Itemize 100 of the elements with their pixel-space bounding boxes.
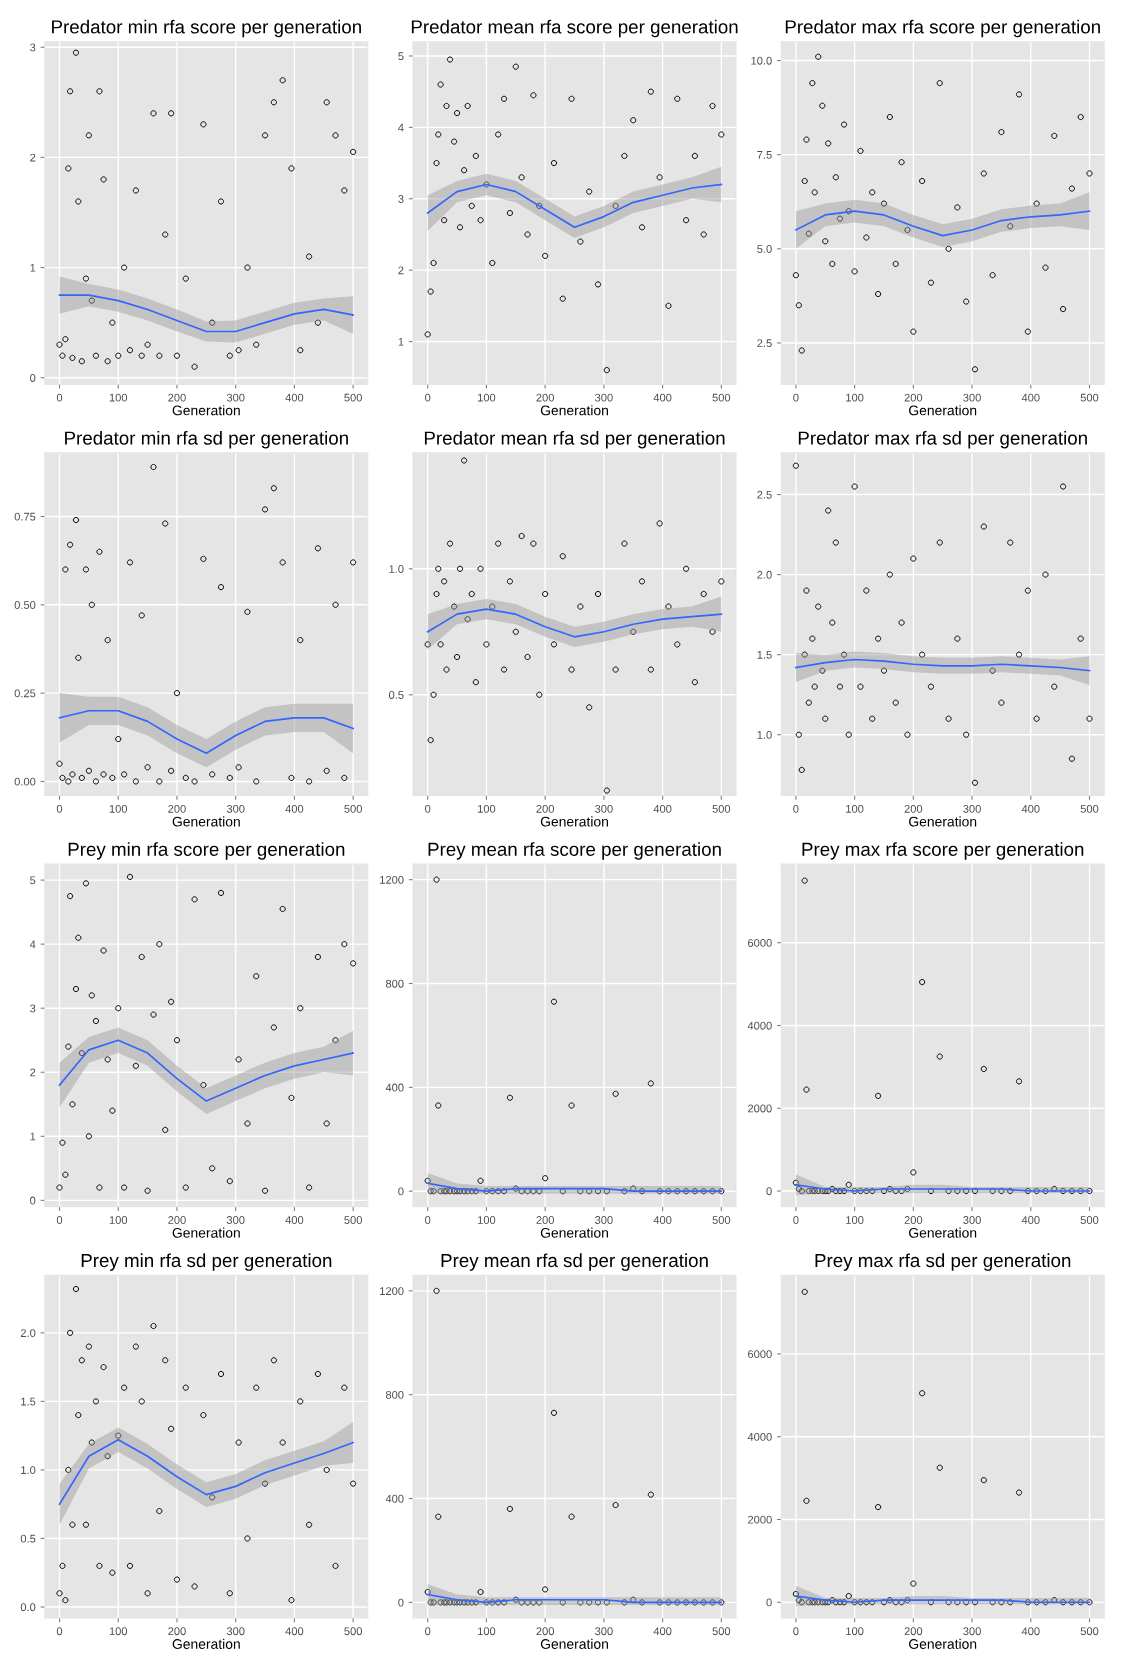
x-axis-title: Generation bbox=[909, 816, 977, 827]
y-tick-label: 3 bbox=[30, 1004, 36, 1013]
x-tick-label: 200 bbox=[168, 1627, 186, 1636]
y-tick-label: 0 bbox=[766, 1187, 772, 1196]
x-axis-title: Generation bbox=[540, 405, 608, 416]
y-tick-label: 800 bbox=[385, 1390, 404, 1399]
y-tick-label: 0 bbox=[30, 1196, 36, 1205]
y-tick-label: 0.50 bbox=[14, 601, 36, 609]
x-tick-label: 200 bbox=[904, 1627, 923, 1636]
y-tick-label: 0 bbox=[30, 374, 36, 382]
y-tick-label: 0 bbox=[766, 1598, 772, 1607]
chart-title: Predator mean rfa sd per generation bbox=[424, 430, 725, 449]
x-tick-label: 200 bbox=[168, 393, 186, 402]
x-tick-label: 400 bbox=[285, 1216, 304, 1224]
y-tick-label: 4000 bbox=[747, 1021, 772, 1030]
chart-title: Prey min rfa score per generation bbox=[68, 842, 345, 860]
x-tick-label: 500 bbox=[712, 393, 731, 402]
x-tick-label: 400 bbox=[285, 1627, 304, 1636]
x-tick-label: 400 bbox=[1021, 1627, 1040, 1636]
x-tick-label: 300 bbox=[595, 393, 613, 402]
y-tick-label: 2 bbox=[30, 1068, 36, 1077]
y-tick-label: 1.5 bbox=[21, 1397, 36, 1406]
y-tick-label: 1200 bbox=[380, 1287, 404, 1296]
x-tick-label: 0 bbox=[56, 1627, 63, 1636]
y-tick-label: 1 bbox=[30, 263, 36, 272]
y-tick-label: 4 bbox=[398, 123, 404, 132]
x-tick-label: 500 bbox=[1080, 804, 1099, 813]
x-tick-label: 100 bbox=[478, 1216, 496, 1224]
x-tick-label: 500 bbox=[712, 804, 731, 813]
chart-title: Prey mean rfa sd per generation bbox=[441, 1253, 708, 1271]
x-axis-title: Generation bbox=[909, 1638, 977, 1649]
x-tick-label: 500 bbox=[344, 393, 362, 402]
x-axis-title: Generation bbox=[172, 1638, 240, 1649]
y-tick-label: 3 bbox=[398, 195, 404, 203]
x-tick-label: 0 bbox=[56, 393, 63, 402]
y-tick-label: 800 bbox=[385, 979, 404, 988]
x-tick-label: 400 bbox=[653, 1216, 672, 1224]
y-tick-label: 6000 bbox=[748, 938, 772, 947]
y-tick-label: 0.00 bbox=[14, 777, 36, 786]
y-tick-label: 0.75 bbox=[14, 512, 36, 521]
y-tick-label: 10.0 bbox=[751, 56, 772, 65]
x-tick-label: 300 bbox=[226, 1627, 245, 1636]
chart-title: Predator mean rfa score per generation bbox=[411, 19, 738, 38]
y-tick-label: 2000 bbox=[748, 1515, 772, 1524]
y-tick-label: 2 bbox=[398, 266, 404, 275]
chart-title: Prey mean rfa score per generation bbox=[428, 842, 721, 860]
y-tick-label: 4 bbox=[29, 940, 36, 949]
y-tick-label: 1.0 bbox=[389, 565, 404, 573]
y-tick-label: 2.0 bbox=[757, 570, 772, 579]
x-axis-title: Generation bbox=[540, 1227, 608, 1238]
y-tick-label: 0 bbox=[398, 1598, 404, 1607]
y-tick-label: 4000 bbox=[747, 1432, 772, 1441]
x-tick-label: 200 bbox=[536, 804, 554, 813]
chart-title: Prey max rfa score per generation bbox=[802, 842, 1084, 860]
x-tick-label: 100 bbox=[109, 1216, 128, 1224]
x-axis-title: Generation bbox=[909, 1227, 977, 1238]
y-tick-label: 2 bbox=[30, 153, 36, 162]
x-tick-label: 100 bbox=[478, 1627, 496, 1636]
y-tick-label: 1.5 bbox=[757, 651, 772, 659]
x-axis-title: Generation bbox=[540, 816, 608, 827]
x-tick-label: 300 bbox=[595, 1627, 613, 1636]
y-tick-label: 0.5 bbox=[20, 1534, 36, 1543]
x-tick-label: 0 bbox=[793, 1216, 799, 1224]
x-axis-title: Generation bbox=[909, 405, 977, 416]
x-tick-label: 100 bbox=[109, 393, 128, 402]
x-tick-label: 200 bbox=[168, 1216, 186, 1224]
x-tick-label: 0 bbox=[425, 804, 431, 813]
x-tick-label: 300 bbox=[963, 1627, 981, 1636]
x-tick-label: 100 bbox=[478, 804, 496, 813]
x-tick-label: 200 bbox=[536, 1627, 554, 1636]
y-tick-label: 0.25 bbox=[14, 689, 36, 698]
x-tick-label: 300 bbox=[226, 804, 245, 813]
x-tick-label: 300 bbox=[595, 1216, 613, 1224]
x-tick-label: 500 bbox=[344, 1216, 362, 1224]
x-axis-title: Generation bbox=[172, 816, 240, 827]
y-tick-label: 5.0 bbox=[757, 245, 772, 253]
y-tick-label: 1 bbox=[30, 1132, 36, 1141]
y-tick-label: 2.5 bbox=[757, 490, 772, 499]
x-tick-label: 300 bbox=[963, 1216, 981, 1224]
y-tick-label: 7.5 bbox=[757, 151, 772, 159]
x-tick-label: 0 bbox=[425, 393, 431, 402]
x-tick-label: 200 bbox=[904, 393, 923, 402]
y-tick-label: 5 bbox=[30, 876, 36, 885]
y-tick-label: 0.5 bbox=[388, 691, 404, 699]
y-tick-label: 400 bbox=[385, 1494, 404, 1503]
x-tick-label: 100 bbox=[846, 1627, 864, 1636]
x-tick-label: 300 bbox=[226, 393, 245, 402]
x-tick-label: 100 bbox=[109, 804, 128, 813]
y-tick-label: 0 bbox=[398, 1187, 404, 1196]
x-tick-label: 100 bbox=[846, 804, 864, 813]
y-tick-label: 1.0 bbox=[757, 730, 772, 739]
chart-title: Predator max rfa sd per generation bbox=[798, 430, 1087, 449]
x-tick-label: 200 bbox=[168, 804, 186, 813]
y-tick-label: 5 bbox=[398, 52, 404, 61]
x-tick-label: 100 bbox=[846, 1216, 864, 1224]
x-tick-label: 500 bbox=[344, 1627, 362, 1636]
x-tick-label: 400 bbox=[285, 393, 304, 402]
y-tick-label: 1 bbox=[398, 337, 404, 346]
x-tick-label: 400 bbox=[653, 804, 672, 813]
y-tick-label: 2.5 bbox=[757, 339, 772, 348]
